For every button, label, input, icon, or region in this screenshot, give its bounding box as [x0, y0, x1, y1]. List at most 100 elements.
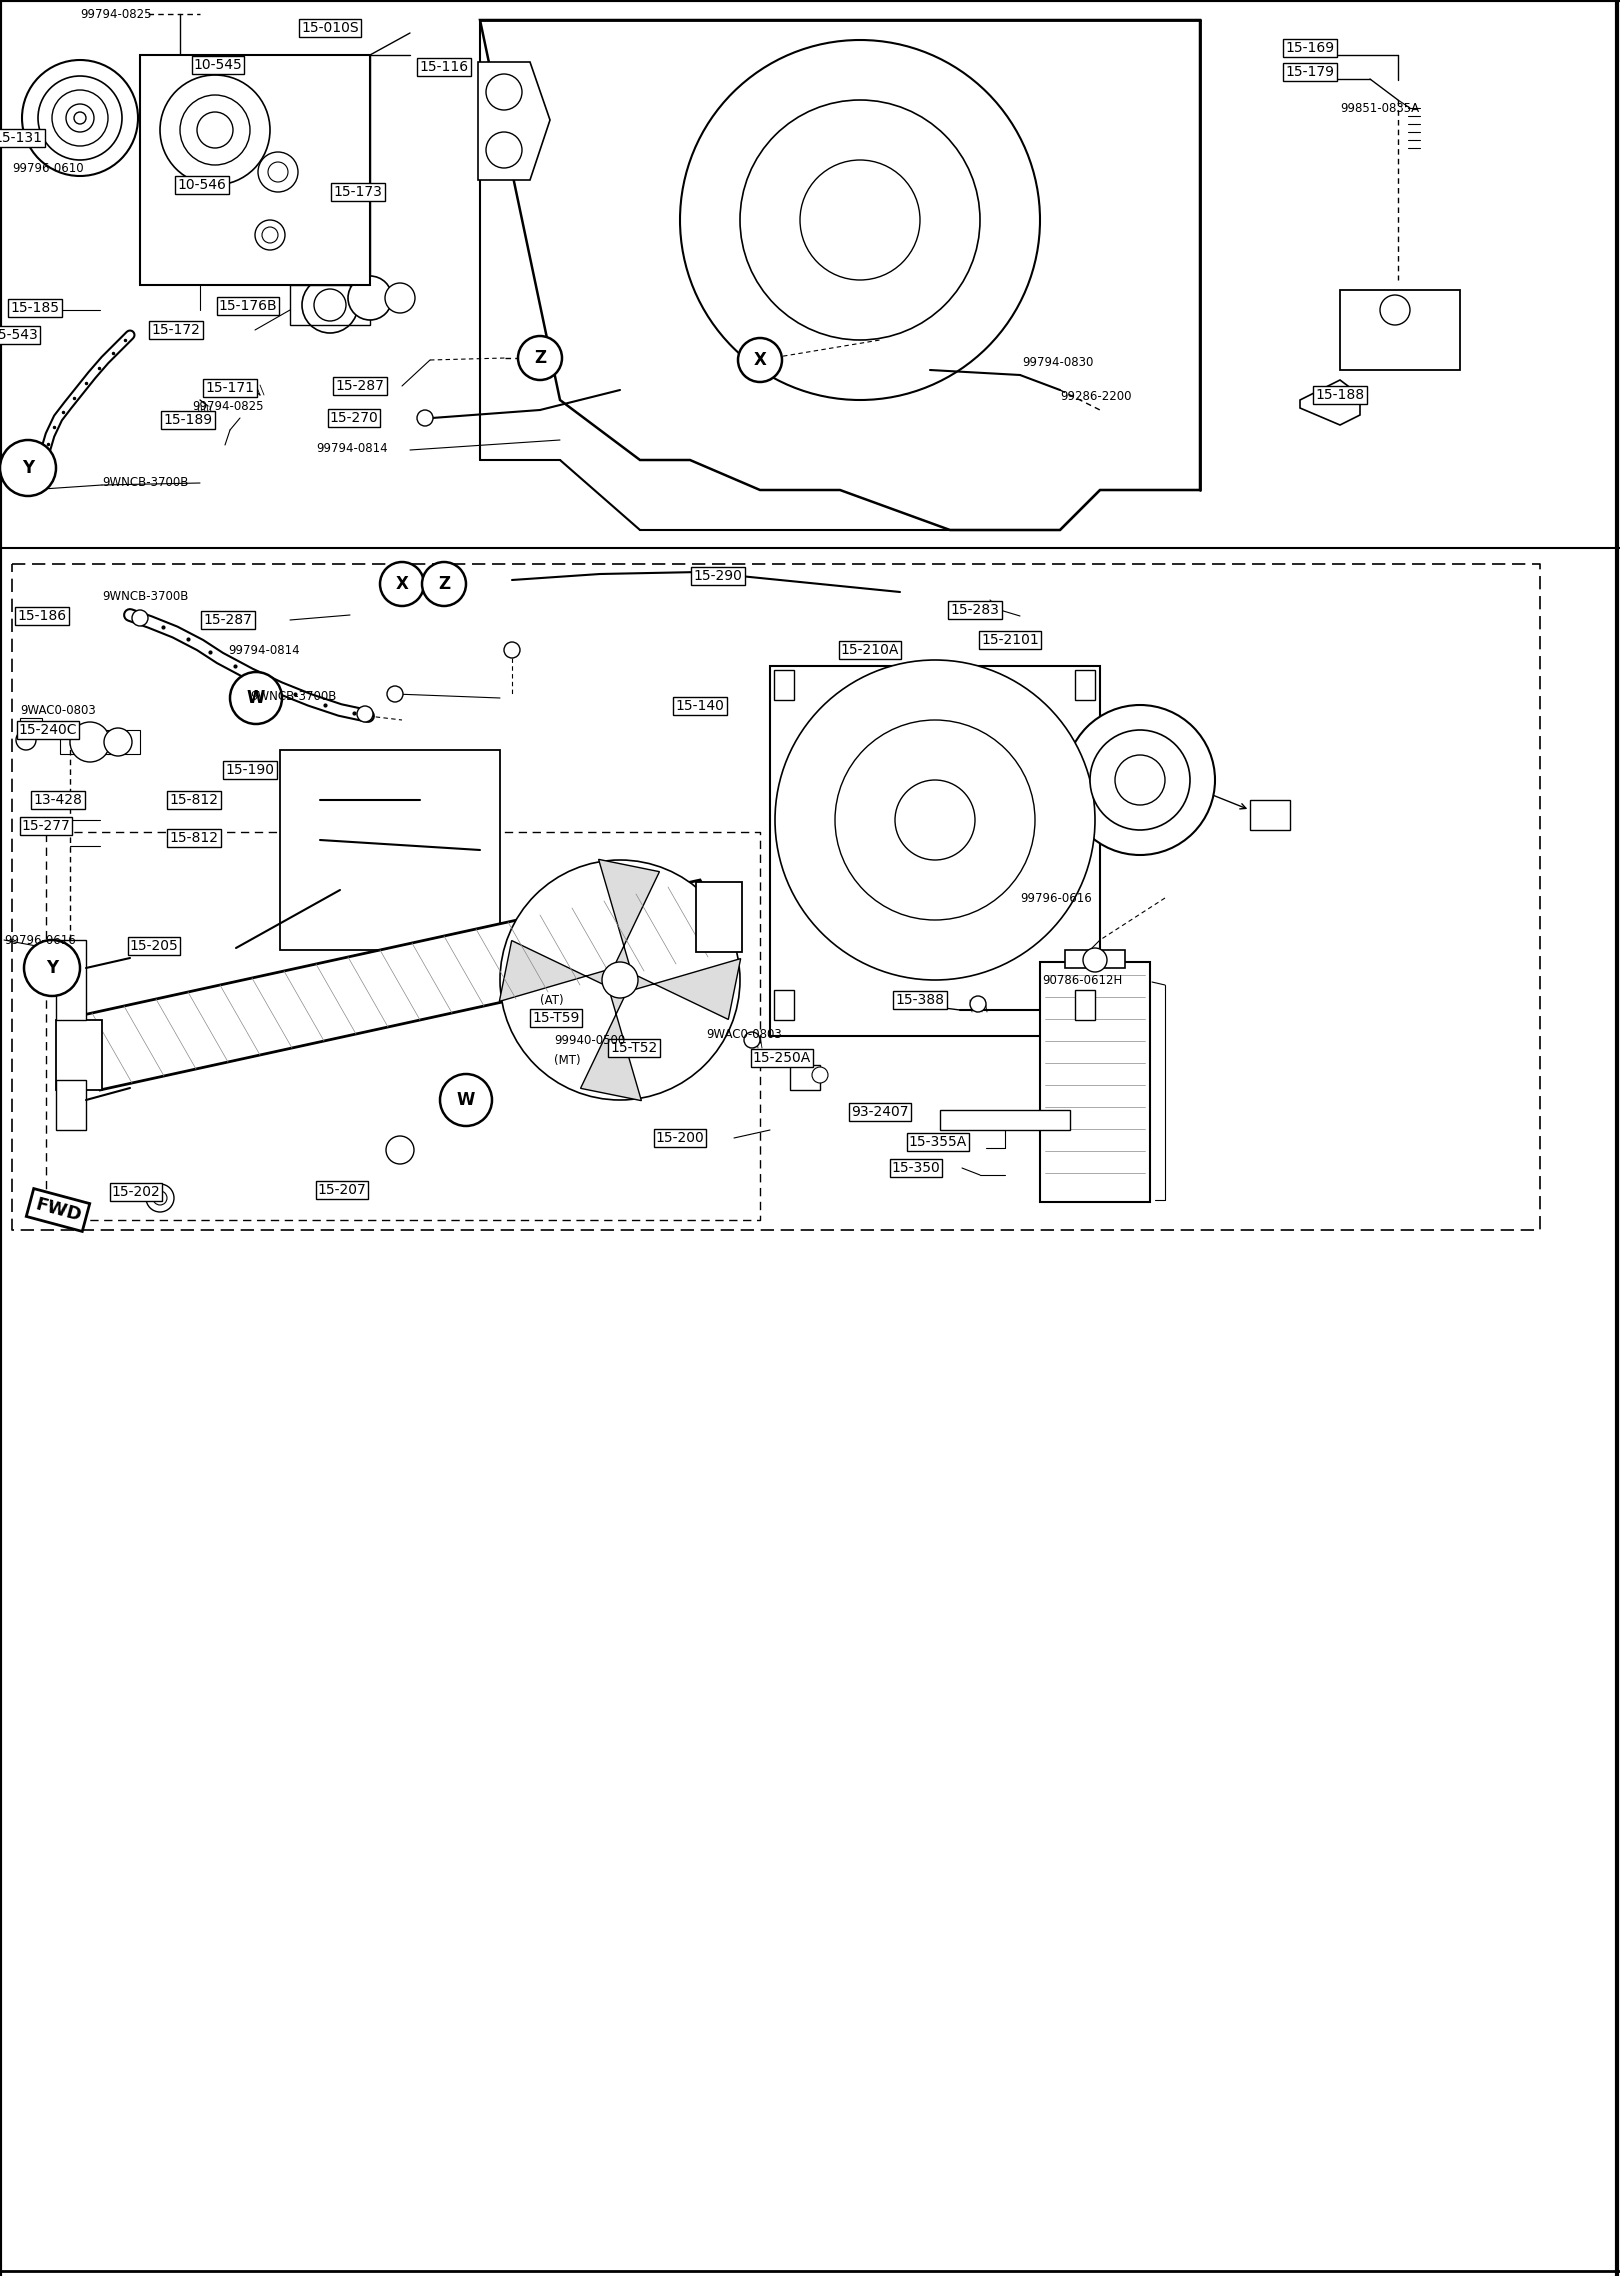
Text: 15-140: 15-140 — [676, 699, 724, 712]
Text: 99794-0830: 99794-0830 — [1022, 355, 1094, 369]
Bar — [940, 1111, 1069, 1129]
Circle shape — [356, 706, 373, 721]
Bar — [19, 717, 42, 735]
Circle shape — [267, 162, 288, 182]
Circle shape — [812, 1067, 828, 1083]
Circle shape — [486, 132, 522, 168]
Bar — [280, 751, 501, 949]
Circle shape — [501, 860, 740, 1099]
Text: 15-283: 15-283 — [951, 603, 1000, 617]
Circle shape — [23, 59, 138, 175]
Text: 93-2407: 93-2407 — [850, 1106, 909, 1120]
Circle shape — [16, 731, 36, 751]
Text: 15-388: 15-388 — [896, 992, 944, 1006]
Text: 15-200: 15-200 — [656, 1131, 705, 1145]
Bar — [1076, 990, 1095, 1020]
Text: 15-350: 15-350 — [891, 1161, 940, 1174]
Text: 15-176B: 15-176B — [219, 298, 277, 314]
Text: 15-270: 15-270 — [329, 412, 379, 426]
Circle shape — [441, 1074, 492, 1127]
Polygon shape — [1299, 380, 1361, 426]
Bar — [60, 731, 139, 753]
Circle shape — [381, 562, 424, 605]
Text: 9WNCB-3700B: 9WNCB-3700B — [102, 476, 188, 489]
Text: 15-190: 15-190 — [225, 762, 274, 776]
Bar — [791, 1065, 820, 1090]
Text: 9WNCB-3700B: 9WNCB-3700B — [249, 690, 337, 703]
Circle shape — [146, 1184, 173, 1213]
Text: FWD: FWD — [32, 1195, 83, 1224]
Circle shape — [198, 112, 233, 148]
Text: W: W — [246, 690, 266, 708]
Text: 15-131: 15-131 — [0, 132, 42, 146]
Circle shape — [386, 282, 415, 314]
Bar — [139, 55, 369, 284]
Text: 15-250A: 15-250A — [753, 1052, 812, 1065]
Text: 10-545: 10-545 — [194, 57, 243, 73]
Text: 15-169: 15-169 — [1285, 41, 1335, 55]
Bar — [1076, 669, 1095, 701]
Text: 15-T59: 15-T59 — [533, 1011, 580, 1024]
Bar — [1251, 799, 1290, 831]
Bar — [770, 667, 1100, 1036]
Text: 99794-0825: 99794-0825 — [79, 7, 152, 20]
Circle shape — [416, 410, 433, 426]
Text: 9WAC0-0803: 9WAC0-0803 — [706, 1026, 782, 1040]
Text: 9WNCB-3700B: 9WNCB-3700B — [102, 589, 188, 603]
Text: 15-355A: 15-355A — [909, 1136, 967, 1149]
Text: 99796-0616: 99796-0616 — [1021, 892, 1092, 904]
Text: 15-2101: 15-2101 — [982, 633, 1038, 646]
Circle shape — [262, 228, 279, 244]
Text: Z: Z — [437, 576, 450, 594]
Circle shape — [24, 940, 79, 997]
Circle shape — [603, 963, 638, 997]
Text: 15-172: 15-172 — [152, 323, 201, 337]
Circle shape — [744, 1031, 760, 1047]
Text: 99794-0825: 99794-0825 — [193, 401, 264, 412]
Circle shape — [52, 91, 109, 146]
Text: 15-205: 15-205 — [130, 940, 178, 954]
Circle shape — [504, 642, 520, 658]
Text: 15-210A: 15-210A — [841, 644, 899, 658]
Text: 15-240C: 15-240C — [19, 724, 78, 737]
Circle shape — [834, 719, 1035, 920]
Text: 9WAC0-0803: 9WAC0-0803 — [19, 703, 96, 717]
Polygon shape — [598, 860, 659, 970]
Text: X: X — [395, 576, 408, 594]
Text: 15-287: 15-287 — [204, 612, 253, 626]
Circle shape — [104, 728, 131, 756]
Text: 15-010S: 15-010S — [301, 20, 358, 34]
Bar — [1040, 963, 1150, 1202]
Circle shape — [75, 112, 86, 123]
Text: 15-290: 15-290 — [693, 569, 742, 583]
Circle shape — [387, 685, 403, 701]
Polygon shape — [60, 881, 740, 1090]
Text: 15-188: 15-188 — [1315, 387, 1364, 403]
Circle shape — [301, 278, 358, 332]
Circle shape — [66, 105, 94, 132]
Text: Y: Y — [45, 958, 58, 976]
Circle shape — [348, 275, 392, 321]
Circle shape — [518, 337, 562, 380]
Circle shape — [680, 41, 1040, 401]
Circle shape — [254, 221, 285, 250]
Circle shape — [0, 439, 57, 496]
Circle shape — [894, 781, 975, 860]
Circle shape — [421, 562, 467, 605]
Text: 99940-0500: 99940-0500 — [554, 1033, 625, 1047]
Text: 99796-0616: 99796-0616 — [3, 933, 76, 947]
Circle shape — [230, 671, 282, 724]
Text: Z: Z — [535, 348, 546, 366]
Circle shape — [970, 997, 987, 1013]
Text: 15-185: 15-185 — [10, 300, 60, 314]
Text: 10-546: 10-546 — [178, 178, 227, 191]
Bar — [1064, 949, 1124, 967]
Text: 15-173: 15-173 — [334, 184, 382, 198]
Text: 15-T52: 15-T52 — [611, 1040, 658, 1056]
Circle shape — [1380, 296, 1409, 325]
Text: 90786-0612H: 90786-0612H — [1042, 974, 1123, 986]
Text: X: X — [753, 351, 766, 369]
Bar — [57, 940, 86, 1020]
Bar — [774, 990, 794, 1020]
Text: 15-186: 15-186 — [18, 610, 66, 624]
